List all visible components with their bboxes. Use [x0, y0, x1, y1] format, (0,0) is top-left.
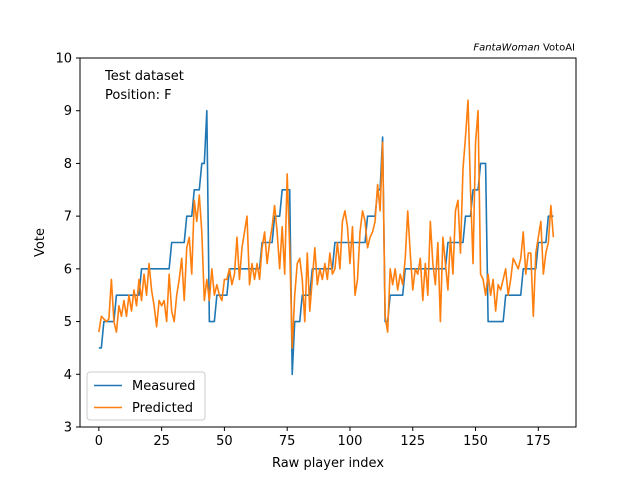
- y-tick-label: 6: [64, 262, 72, 277]
- y-axis-label: Vote: [33, 228, 48, 257]
- y-tick-label: 10: [55, 52, 72, 67]
- x-tick-label: 150: [463, 434, 488, 449]
- y-tick-label: 5: [64, 315, 72, 330]
- y-tick-label: 7: [64, 210, 72, 225]
- y-tick-label: 3: [64, 421, 72, 436]
- y-axis: 3 4 5 6 7 8 9 10: [55, 52, 80, 436]
- position-annotation: Position: F: [105, 88, 172, 103]
- legend-label-measured: Measured: [132, 379, 196, 394]
- series-layer: [98, 99, 555, 376]
- credit-text: FantaWoman VotoAI: [473, 43, 575, 54]
- y-tick-label: 4: [64, 368, 72, 383]
- x-axis: 0 25 50 75 100 125 150 175: [95, 427, 551, 449]
- series-line-predicted: [98, 99, 555, 349]
- legend: Measured Predicted: [86, 371, 206, 421]
- x-tick-label: 0: [95, 434, 103, 449]
- x-tick-label: 75: [279, 434, 296, 449]
- x-tick-label: 175: [526, 434, 551, 449]
- x-tick-label: 125: [400, 434, 425, 449]
- x-tick-label: 50: [216, 434, 233, 449]
- x-axis-label: Raw player index: [272, 456, 384, 471]
- y-tick-label: 9: [64, 104, 72, 119]
- legend-label-predicted: Predicted: [132, 401, 193, 416]
- x-tick-label: 25: [153, 434, 170, 449]
- dataset-annotation: Test dataset: [104, 69, 184, 84]
- x-tick-label: 100: [338, 434, 363, 449]
- y-tick-label: 8: [64, 157, 72, 172]
- axes-frame: [79, 57, 577, 428]
- plot-area: 0 25 50 75 100 125 150 175 3 4 5 6 7 8 9 10: [55, 52, 577, 449]
